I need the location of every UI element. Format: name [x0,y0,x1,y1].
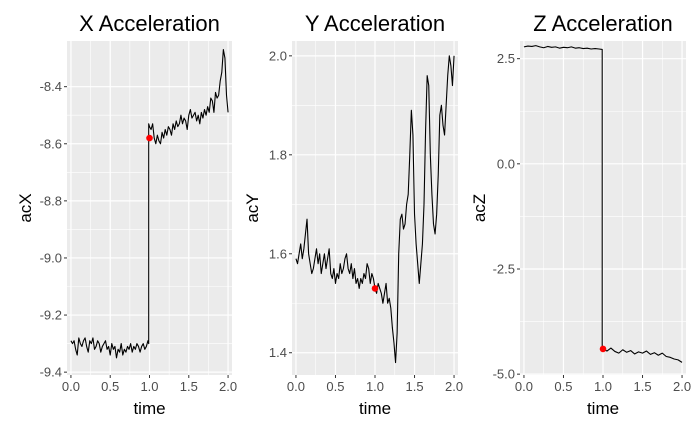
y-acceleration-panel: 0.0 0.5 1.0 1.5 2.0 1.4 1.6 1.8 2.0 Y Acceleratio… [243,11,463,418]
y-y-tick-label: 1.6 [269,246,287,261]
z-acceleration-panel: 0.0 0.5 1.0 1.5 2.0 -5.0 -2.5 0.0 2.5 Z Accelerat… [470,11,691,418]
x-x-tick-label: 0.0 [62,379,80,394]
x-acceleration-panel: 0.0 0.5 1.0 1.5 2.0 -9.4 -9.2 -9.0 -8.8 -8.6 -8.4 X… [16,11,237,418]
x-x-tick-label: 1.0 [140,379,158,394]
z-y-tick-label: 0.0 [497,156,515,171]
y-y-tick-label: 1.4 [269,345,287,360]
z-y-tick-label: -5.0 [493,367,515,382]
x-y-tick-label: -8.8 [40,193,62,208]
x-y-tick-label: -9.4 [40,365,62,380]
z-y-axis-title: acZ [470,194,489,222]
z-x-tick-label: 0.5 [554,379,572,394]
y-x-tick-label: 0.5 [326,379,344,394]
x-y-tick-label: -8.4 [40,79,62,94]
x-y-axis-title: acX [16,193,35,222]
y-x-tick-label: 2.0 [445,379,463,394]
x-y-tick-label: -9.2 [40,308,62,323]
x-x-tick-label: 1.5 [180,379,198,394]
z-y-tick-label: 2.5 [497,51,515,66]
z-plot-title: Z Acceleration [533,11,672,36]
z-marker-point [599,345,607,353]
z-x-tick-label: 1.0 [594,379,612,394]
z-x-axis-title: time [587,399,619,418]
z-x-tick-label: 0.0 [515,379,533,394]
x-plot-title: X Acceleration [79,11,220,36]
y-x-axis-title: time [359,399,391,418]
z-x-tick-label: 2.0 [673,379,691,394]
x-y-tick-label: -9.0 [40,250,62,265]
y-x-tick-label: 1.0 [366,379,384,394]
y-x-tick-label: 0.0 [287,379,305,394]
y-x-tick-label: 1.5 [405,379,423,394]
x-y-tick-label: -8.6 [40,136,62,151]
x-x-tick-label: 0.5 [101,379,119,394]
y-plot-title: Y Acceleration [305,11,445,36]
y-y-tick-label: 1.8 [269,147,287,162]
z-x-tick-label: 1.5 [633,379,651,394]
z-y-tick-label: -2.5 [493,261,515,276]
x-series-line [70,49,229,359]
x-x-axis-title: time [133,399,165,418]
x-x-tick-label: 2.0 [219,379,237,394]
y-marker-point [371,285,379,292]
y-y-axis-title: acY [243,193,262,222]
x-marker-point [146,134,153,142]
y-y-tick-label: 2.0 [269,48,287,63]
